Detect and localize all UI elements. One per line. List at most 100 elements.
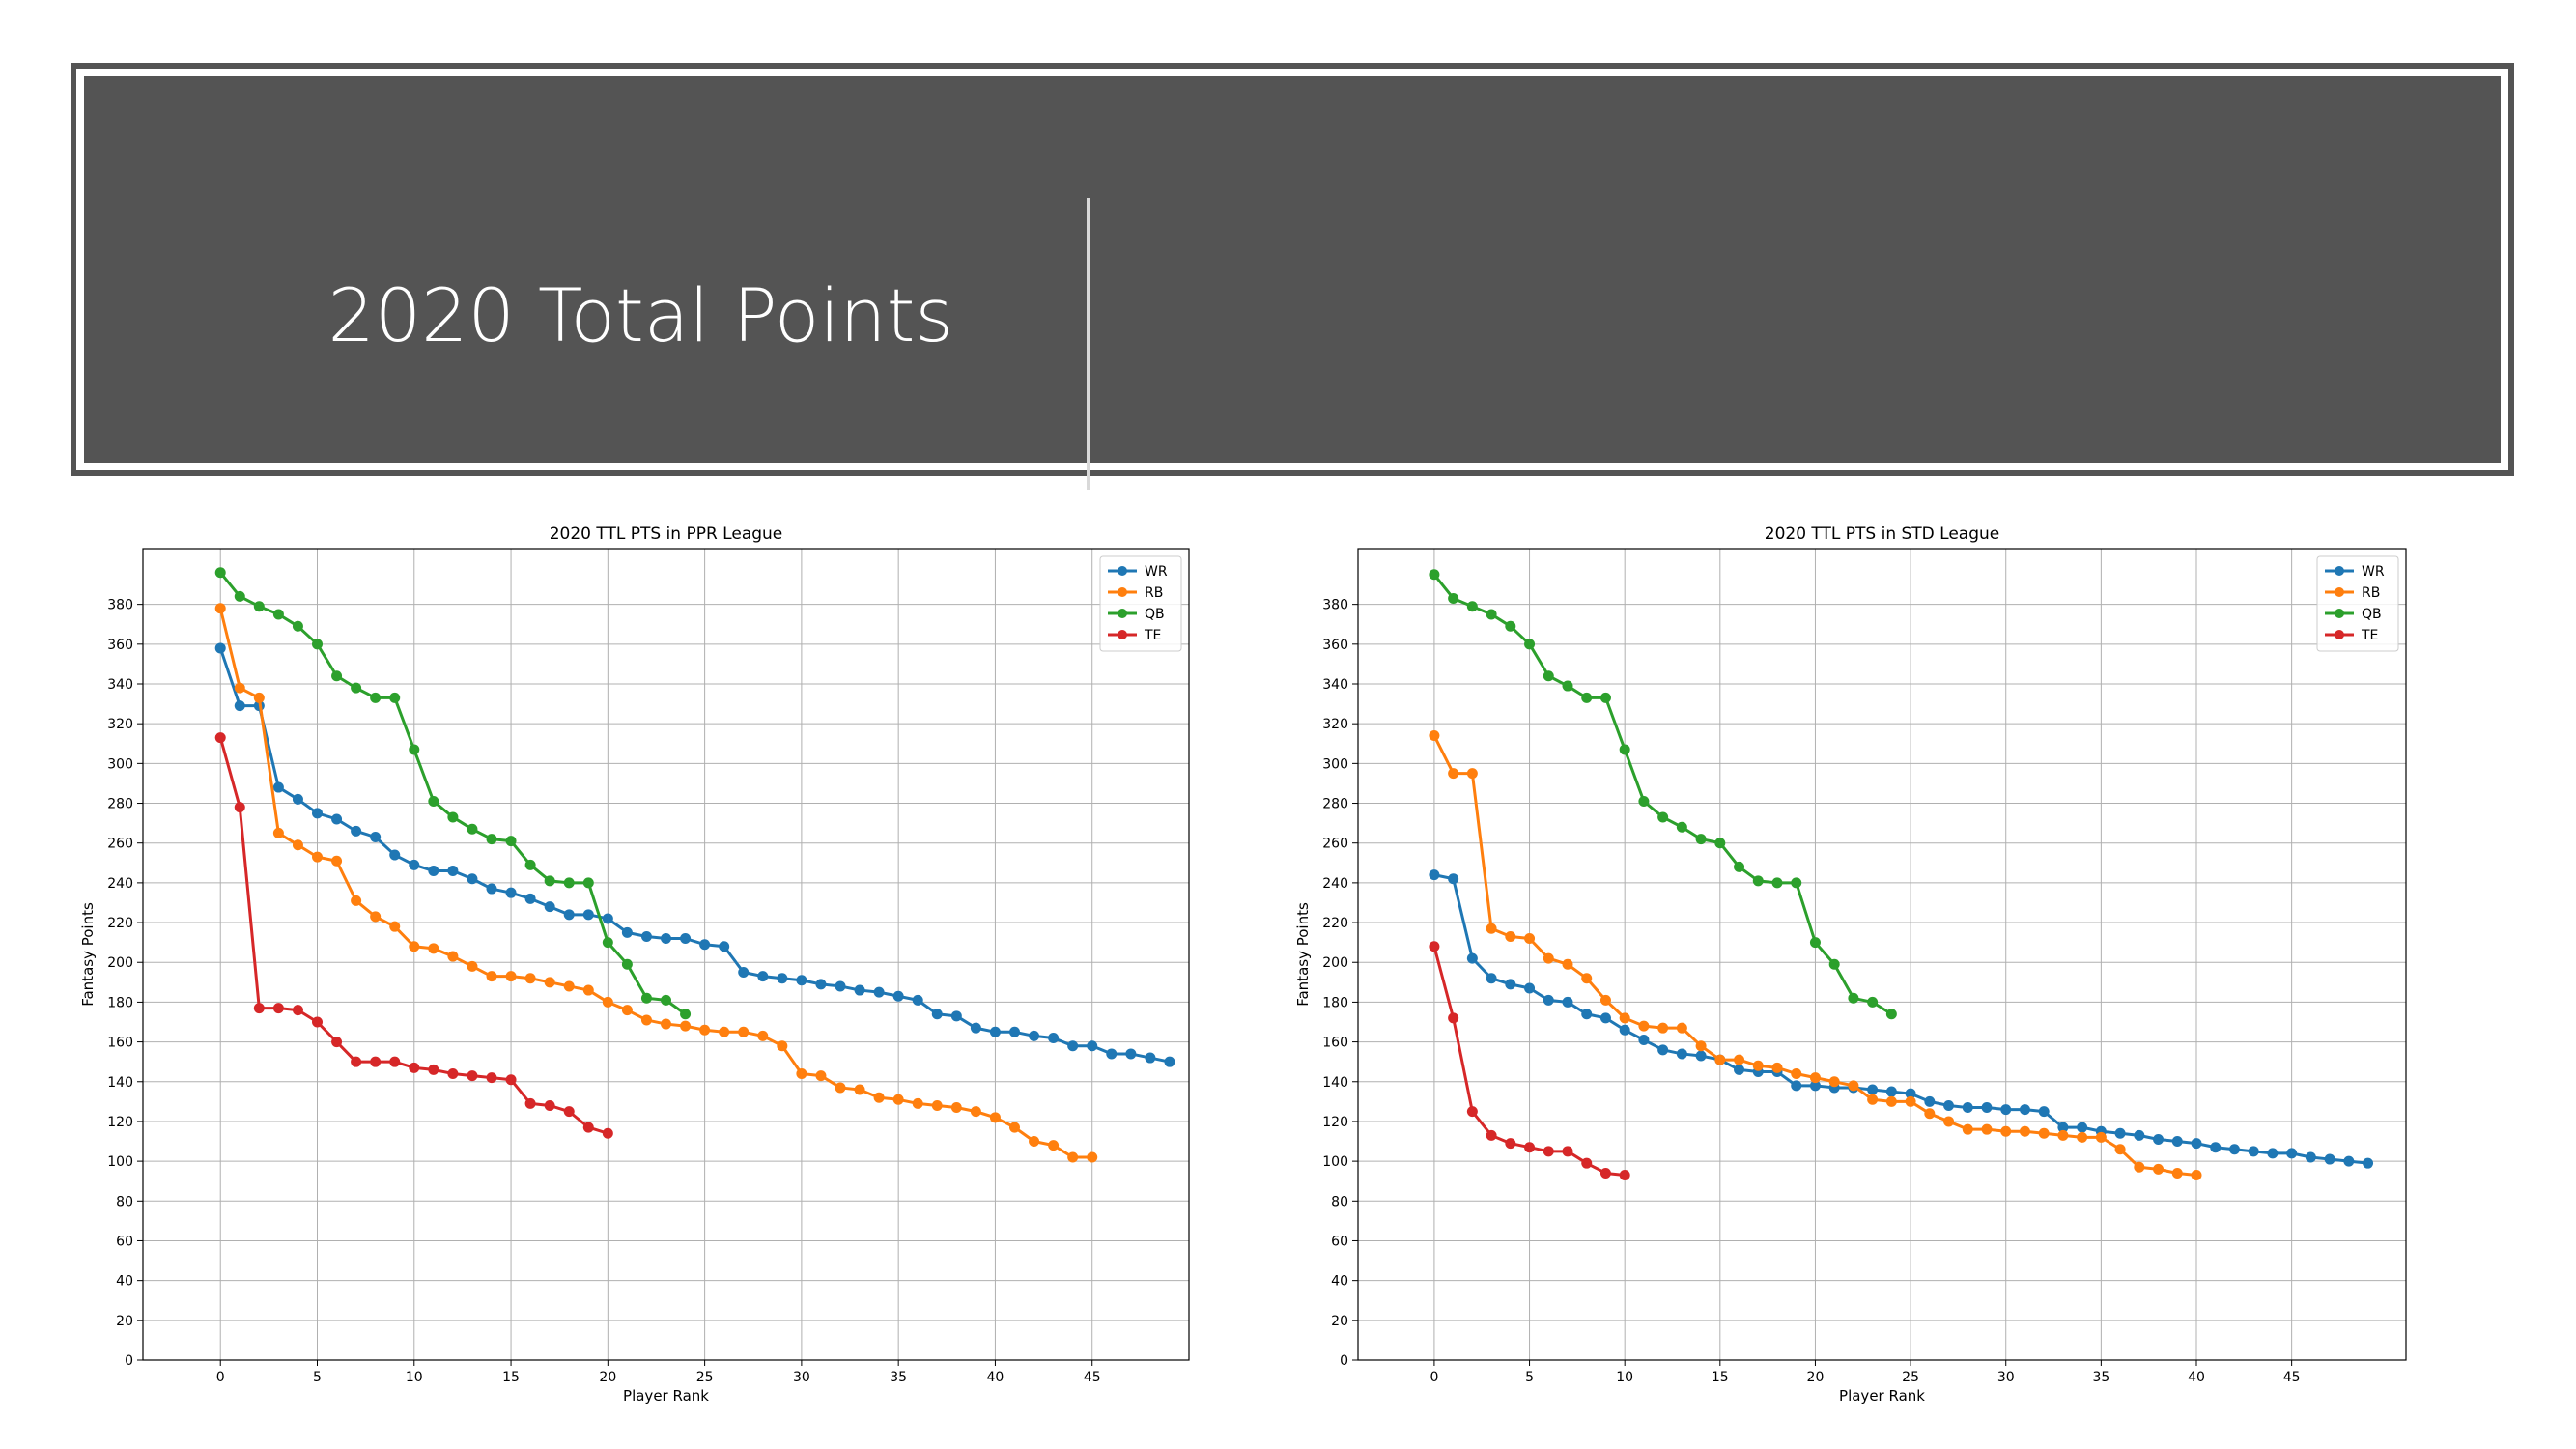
x-tick-label: 10 (1616, 1370, 1633, 1385)
y-tick-label: 280 (107, 797, 133, 812)
data-point-rb (2095, 1131, 2107, 1143)
data-point-te (563, 1106, 575, 1118)
data-point-wr (2228, 1144, 2240, 1155)
data-point-wr (1676, 1048, 1687, 1060)
data-point-qb (1619, 744, 1630, 755)
data-point-rb (2038, 1127, 2050, 1139)
x-tick-label: 0 (1430, 1370, 1438, 1385)
data-point-rb (1809, 1072, 1821, 1084)
data-point-wr (1962, 1102, 1973, 1114)
data-point-wr (1145, 1052, 1156, 1064)
data-point-rb (524, 973, 536, 984)
data-point-qb (1581, 692, 1593, 703)
data-point-qb (1828, 958, 1840, 970)
data-point-rb (854, 1084, 865, 1095)
data-point-qb (272, 609, 284, 620)
data-point-rb (1791, 1068, 1802, 1080)
data-point-rb (931, 1099, 943, 1111)
legend-marker-te (1118, 630, 1127, 639)
data-point-te (1429, 941, 1440, 952)
data-point-wr (1695, 1050, 1707, 1062)
data-point-te (1486, 1129, 1497, 1141)
data-point-qb (1562, 680, 1573, 692)
y-tick-label: 180 (1322, 995, 1348, 1010)
legend-marker-rb (2335, 587, 2344, 597)
data-point-rb (1429, 730, 1440, 742)
y-tick-label: 320 (107, 717, 133, 732)
data-point-te (331, 1037, 343, 1048)
data-point-wr (2171, 1136, 2183, 1148)
data-point-rb (1486, 923, 1497, 934)
data-point-wr (2077, 1122, 2088, 1133)
data-point-wr (1029, 1030, 1040, 1041)
data-point-te (582, 1122, 594, 1133)
data-point-rb (447, 951, 459, 962)
data-point-wr (912, 994, 923, 1006)
data-point-rb (2114, 1144, 2126, 1155)
data-point-rb (719, 1026, 730, 1037)
data-point-wr (2210, 1142, 2222, 1153)
data-point-rb (970, 1106, 981, 1118)
data-point-rb (661, 1018, 671, 1030)
data-point-wr (2038, 1106, 2050, 1118)
data-point-qb (1657, 811, 1669, 823)
y-tick-label: 200 (107, 955, 133, 971)
legend-marker-te (2335, 630, 2344, 639)
x-tick-label: 25 (696, 1370, 714, 1385)
data-point-wr (2267, 1148, 2279, 1159)
data-point-qb (1791, 877, 1802, 889)
data-point-rb (505, 971, 517, 982)
data-point-qb (1885, 1009, 1897, 1020)
data-point-wr (1087, 1040, 1098, 1052)
data-point-rb (2019, 1125, 2030, 1137)
y-tick-label: 240 (107, 876, 133, 892)
slide-title: 2020 Total Points (327, 272, 953, 358)
data-point-wr (272, 781, 284, 793)
y-tick-label: 100 (107, 1154, 133, 1170)
data-point-wr (815, 979, 827, 990)
y-tick-label: 180 (107, 995, 133, 1010)
data-point-wr (312, 808, 323, 819)
data-point-wr (331, 813, 343, 825)
data-point-qb (1867, 996, 1879, 1008)
y-tick-label: 120 (107, 1115, 133, 1130)
data-point-te (428, 1064, 439, 1075)
data-point-qb (1714, 838, 1726, 849)
data-point-rb (563, 980, 575, 992)
data-point-rb (640, 1014, 652, 1026)
data-point-qb (582, 877, 594, 889)
data-point-wr (428, 866, 439, 877)
data-point-wr (2363, 1157, 2374, 1169)
y-tick-label: 60 (1331, 1234, 1348, 1249)
chart-title: 2020 TTL PTS in STD League (1765, 525, 2000, 544)
x-tick-label: 40 (2188, 1370, 2205, 1385)
y-axis-label: Fantasy Points (1294, 902, 1312, 1007)
data-point-rb (873, 1092, 885, 1103)
y-tick-label: 380 (107, 598, 133, 613)
y-tick-label: 380 (1322, 598, 1348, 613)
data-point-wr (1164, 1056, 1175, 1067)
y-tick-label: 140 (107, 1075, 133, 1091)
data-point-te (409, 1062, 420, 1073)
data-point-wr (2000, 1104, 2012, 1116)
data-point-rb (389, 921, 401, 932)
x-tick-label: 45 (2283, 1370, 2301, 1385)
y-tick-label: 360 (107, 638, 133, 653)
series-line-wr (1433, 873, 2368, 1165)
x-tick-label: 40 (987, 1370, 1005, 1385)
data-point-wr (370, 832, 382, 843)
data-point-wr (524, 893, 536, 904)
data-point-qb (640, 992, 652, 1004)
y-tick-label: 80 (1331, 1194, 1348, 1209)
data-point-rb (2057, 1129, 2069, 1141)
y-tick-label: 100 (1322, 1154, 1348, 1170)
legend-label-wr: WR (1145, 564, 1168, 580)
data-point-qb (661, 994, 671, 1006)
data-point-qb (544, 875, 555, 887)
data-point-wr (2057, 1122, 2069, 1133)
y-tick-label: 80 (116, 1194, 133, 1209)
data-point-rb (1867, 1094, 1879, 1105)
data-point-qb (1543, 670, 1554, 682)
data-point-rb (1981, 1123, 1993, 1135)
data-point-rb (1562, 958, 1573, 970)
